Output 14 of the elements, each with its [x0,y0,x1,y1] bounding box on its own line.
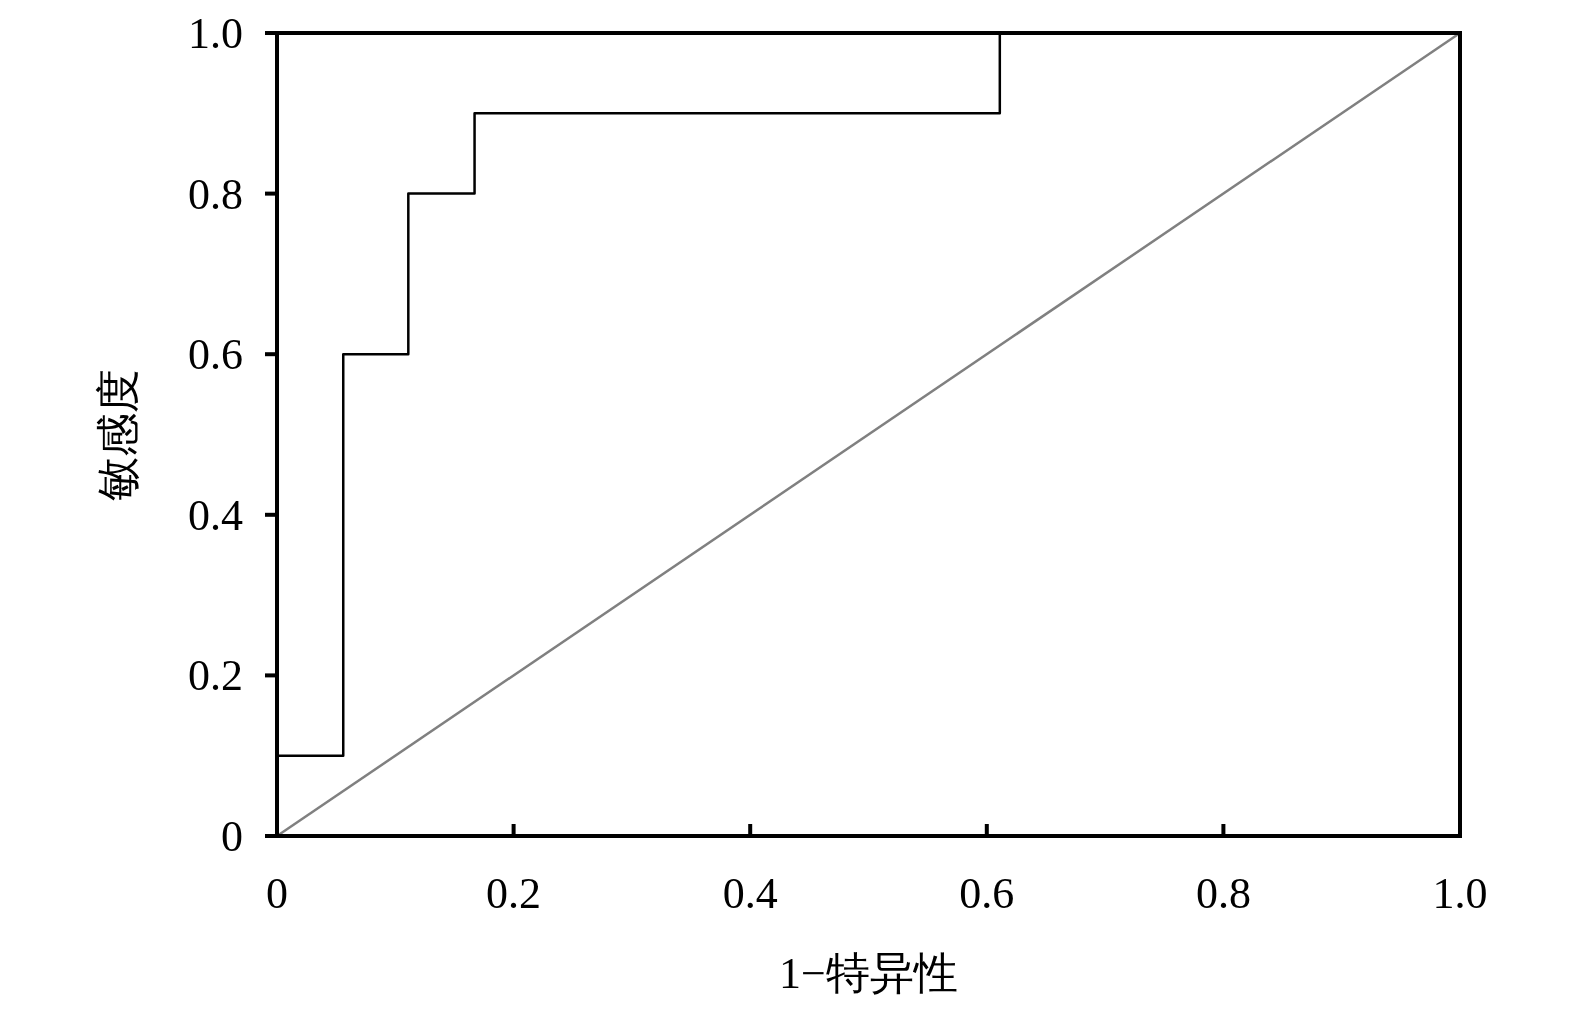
y-tick-label: 0.8 [188,169,243,219]
y-tick-label: 0.2 [188,651,243,701]
x-tick-label: 0.2 [486,869,542,918]
y-tick-label: 0.6 [188,330,243,380]
y-tick-label: 0 [221,812,243,861]
x-tick-label: 0.4 [722,869,778,918]
y-tick-label: 1.0 [188,9,243,58]
x-tick-label: 0.8 [1195,869,1251,918]
x-axis-title: 1−特异性 [779,949,958,998]
x-tick-label: 0 [266,869,288,918]
x-tick-label: 1.0 [1432,869,1488,918]
y-tick-label: 0.4 [188,490,243,540]
y-axis-title: 敏感度 [94,368,143,501]
x-tick-label: 0.6 [959,869,1015,918]
